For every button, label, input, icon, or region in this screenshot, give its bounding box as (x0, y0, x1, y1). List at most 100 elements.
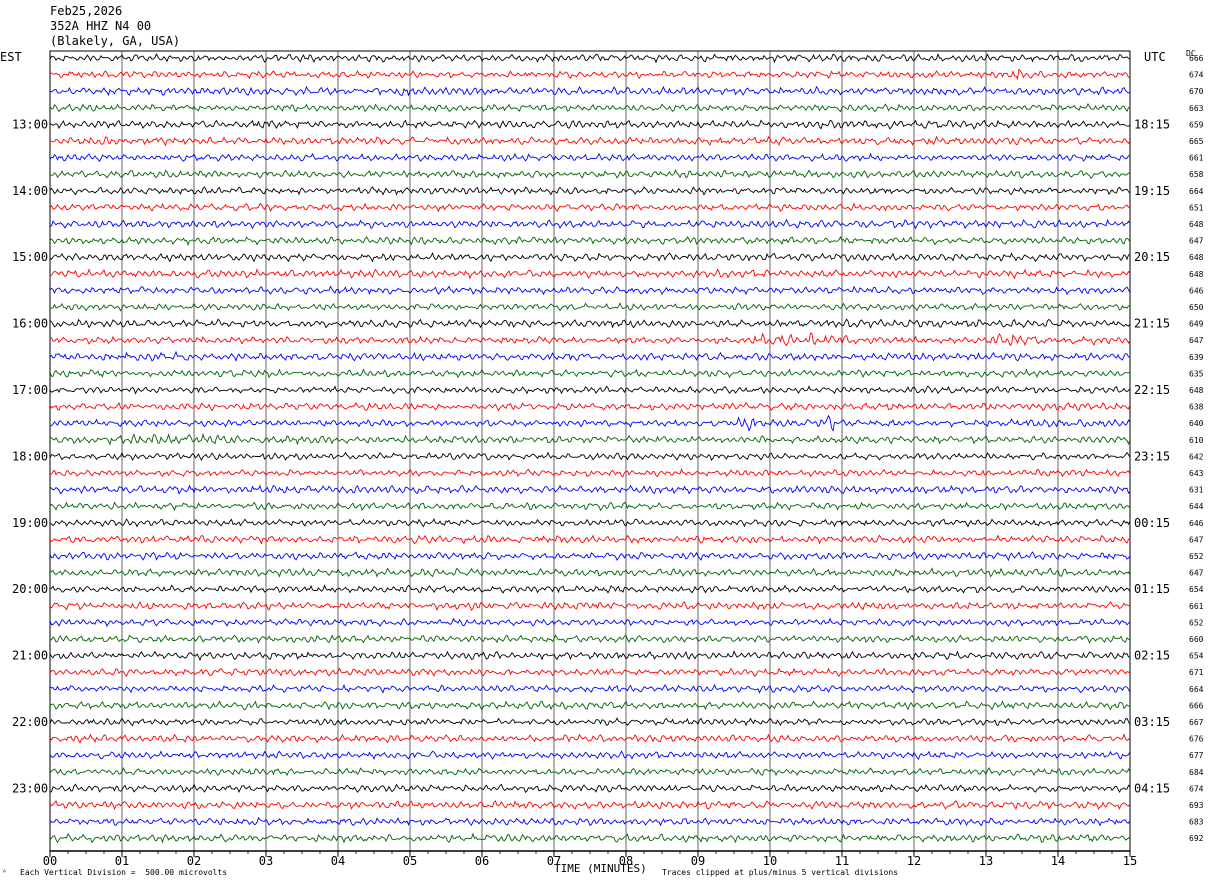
est-hour-label: 22:00 (12, 715, 48, 729)
trace-row (49, 567, 1131, 578)
trace-row (49, 68, 1131, 81)
dc-offset-label: 661 (1189, 602, 1204, 611)
x-tick-label: 07 (547, 854, 561, 868)
dc-offset-label: 650 (1189, 303, 1204, 312)
trace-row (49, 501, 1131, 512)
trace-row (49, 103, 1131, 113)
trace-row (49, 285, 1131, 296)
x-axis-title: TIME (MINUTES) (554, 862, 647, 875)
dc-offset-label: 647 (1189, 237, 1204, 246)
utc-hour-label: 02:15 (1134, 649, 1170, 663)
trace-row (49, 700, 1131, 711)
dc-offset-label: 671 (1189, 668, 1204, 677)
trace-row (49, 783, 1131, 794)
trace-row (49, 119, 1131, 130)
utc-hour-label: 01:15 (1134, 582, 1170, 596)
dc-offset-label: 654 (1189, 652, 1204, 661)
dc-offset-label: 684 (1189, 768, 1204, 777)
trace-row (49, 152, 1131, 163)
dc-offset-label: 610 (1189, 436, 1204, 445)
trace-row (49, 733, 1131, 744)
dc-offset-label: 674 (1189, 71, 1204, 80)
est-hour-label: 19:00 (12, 516, 48, 530)
trace-row (49, 432, 1131, 446)
dc-offset-label: 649 (1189, 320, 1204, 329)
dc-offset-label: 677 (1189, 751, 1204, 760)
header-location: (Blakely, GA, USA) (50, 34, 181, 48)
trace-row (49, 368, 1131, 379)
dc-offset-label: 661 (1189, 154, 1204, 163)
dc-offset-label: 651 (1189, 203, 1204, 212)
trace-row (49, 717, 1131, 727)
trace-row (49, 750, 1131, 761)
dc-offset-label: 648 (1189, 253, 1204, 262)
trace-row (49, 484, 1131, 495)
utc-hour-label: 20:15 (1134, 250, 1170, 264)
x-tick-label: 03 (259, 854, 273, 868)
dc-offset-label: 666 (1189, 54, 1204, 63)
dc-offset-label: 639 (1189, 353, 1204, 362)
est-hour-label: 15:00 (12, 250, 48, 264)
utc-hour-label: 19:15 (1134, 184, 1170, 198)
trace-row (49, 832, 1131, 844)
dc-offset-label: 692 (1189, 834, 1204, 843)
est-hour-label: 23:00 (12, 781, 48, 795)
x-tick-label: 12 (907, 854, 921, 868)
header-date: Feb25,2026 (50, 4, 123, 18)
plot-frame (49, 50, 1131, 852)
utc-hour-label: 04:15 (1134, 781, 1170, 795)
trace-row (49, 534, 1130, 545)
trace-row (49, 135, 1131, 147)
trace-row (49, 350, 1131, 363)
trace-row (49, 268, 1131, 280)
trace-row (49, 683, 1131, 694)
x-tick-label: 14 (1051, 854, 1065, 868)
dc-offset-label: 642 (1189, 452, 1204, 461)
dc-offset-label: 647 (1189, 569, 1204, 578)
dc-offset-label: 654 (1189, 585, 1204, 594)
dc-offset-label: 674 (1189, 784, 1204, 793)
x-tick-label: 15 (1123, 854, 1137, 868)
utc-hour-label: 00:15 (1134, 516, 1170, 530)
x-tick-label: 04 (331, 854, 345, 868)
x-tick-label: 02 (187, 854, 201, 868)
trace-row (49, 451, 1131, 462)
est-hour-label: 21:00 (12, 649, 48, 663)
dc-offset-label: 693 (1189, 801, 1204, 810)
x-tick-label: 10 (763, 854, 777, 868)
trace-row (49, 601, 1131, 611)
x-tick-label: 08 (619, 854, 633, 868)
est-hour-label: 20:00 (12, 582, 48, 596)
dc-offset-label: 652 (1189, 618, 1204, 627)
dc-offset-label: 647 (1189, 336, 1204, 345)
est-hour-label: 14:00 (12, 184, 48, 198)
dc-offset-label: 664 (1189, 685, 1204, 694)
x-tick-label: 05 (403, 854, 417, 868)
dc-offset-label: 666 (1189, 701, 1204, 710)
dc-offset-label: 658 (1189, 170, 1204, 179)
dc-offset-label: 667 (1189, 718, 1204, 727)
dc-offset-label: 676 (1189, 735, 1204, 744)
trace-row (49, 332, 1131, 347)
est-hour-label: 18:00 (12, 449, 48, 463)
trace-row (50, 468, 1131, 478)
trace-row (49, 617, 1131, 627)
dc-offset-label: 660 (1189, 635, 1204, 644)
right-zone-label: UTC (1144, 50, 1166, 64)
dc-offset-label: 663 (1189, 104, 1204, 113)
dc-offset-label: 646 (1189, 286, 1204, 295)
trace-row (49, 235, 1131, 246)
trace-row (49, 401, 1131, 412)
dc-offset-label: 664 (1189, 187, 1204, 196)
dc-offset-label: 648 (1189, 220, 1204, 229)
trace-row (50, 414, 1131, 433)
trace-row (49, 302, 1131, 312)
est-hour-label: 16:00 (12, 317, 48, 331)
x-tick-label: 00 (43, 854, 57, 868)
trace-row (49, 584, 1131, 594)
x-tick-label: 11 (835, 854, 849, 868)
dc-offset-label: 659 (1189, 120, 1204, 129)
trace-row (49, 518, 1131, 528)
x-tick-label: 13 (979, 854, 993, 868)
dc-offset-label: 683 (1189, 818, 1204, 827)
